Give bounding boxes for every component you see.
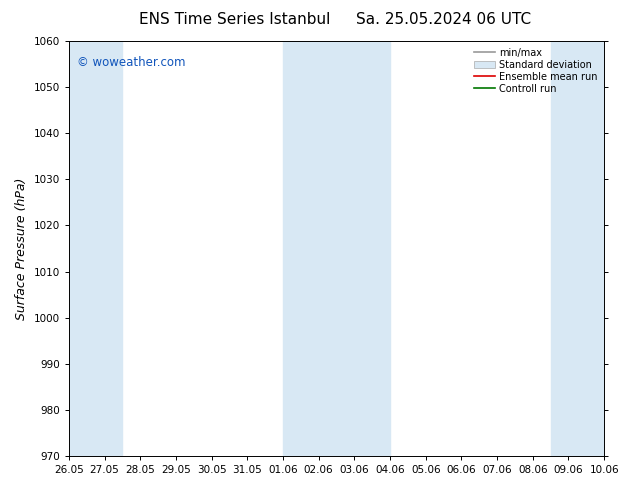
Y-axis label: Surface Pressure (hPa): Surface Pressure (hPa) — [15, 177, 28, 319]
Bar — [354, 41, 390, 456]
Text: Sa. 25.05.2024 06 UTC: Sa. 25.05.2024 06 UTC — [356, 12, 531, 27]
Legend: min/max, Standard deviation, Ensemble mean run, Controll run: min/max, Standard deviation, Ensemble me… — [472, 46, 599, 96]
Text: ENS Time Series Istanbul: ENS Time Series Istanbul — [139, 12, 330, 27]
Bar — [87, 41, 122, 456]
Text: © woweather.com: © woweather.com — [77, 55, 185, 69]
Bar — [51, 41, 87, 456]
Bar — [551, 41, 622, 456]
Bar — [283, 41, 354, 456]
